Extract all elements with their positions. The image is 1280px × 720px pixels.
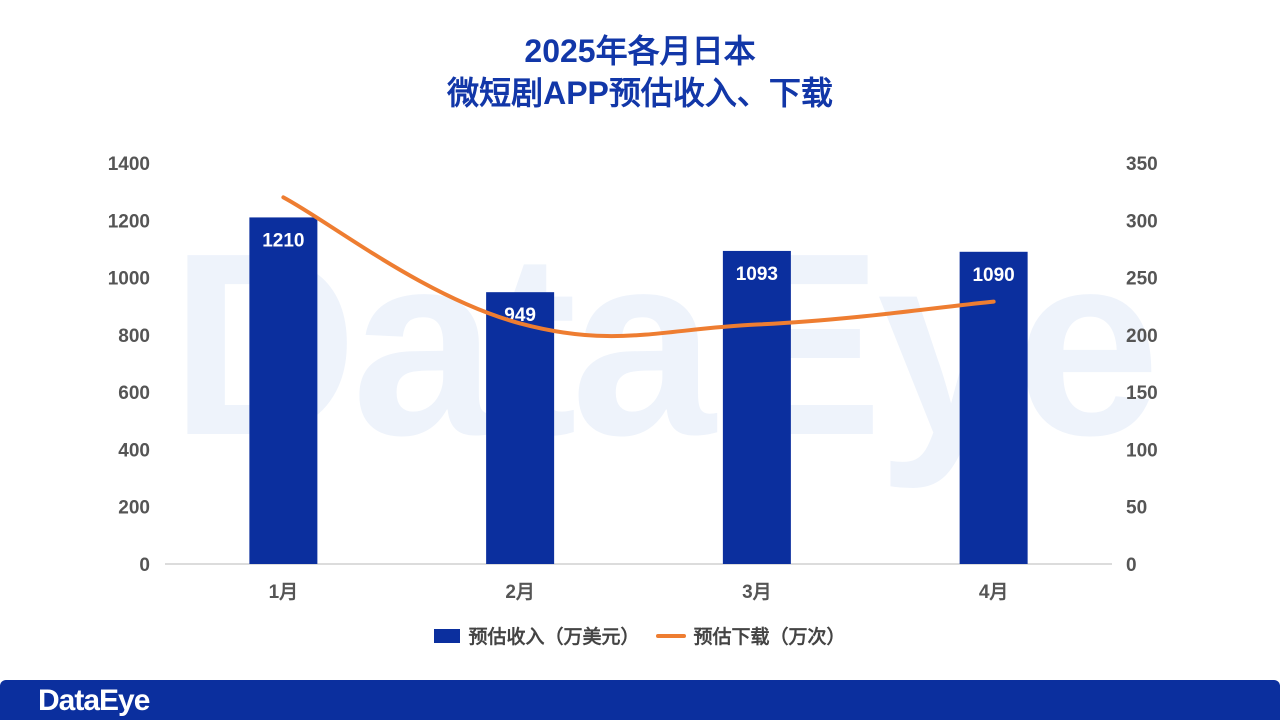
bar-3: [722, 250, 791, 564]
y-left-tick-label: 1200: [108, 211, 150, 232]
legend-swatch-bar: [434, 628, 461, 643]
y-left-tick-label: 600: [118, 383, 150, 404]
y-right-tick-label: 150: [1126, 383, 1158, 404]
chart-title-line2: 微短剧APP预估收入、下载: [447, 75, 833, 111]
legend-label-revenue: 预估收入（万美元）: [468, 627, 640, 648]
series-line-downloads: [281, 195, 996, 339]
legend-swatch-line: [655, 633, 686, 638]
y-right-tick-label: 350: [1126, 154, 1158, 175]
footer-bar: DataEye: [0, 680, 1280, 720]
legend: 预估收入（万美元） 预估下载（万次）: [0, 622, 1280, 649]
bar-2: [486, 292, 555, 564]
bar-value-label: 1090: [972, 265, 1014, 286]
chart-area: 0 200 400 600 800 1000 1200 1400 0 50 100 150 200 250…: [108, 154, 1158, 603]
bar-value-label: 1210: [262, 230, 304, 251]
chart-title-line1: 2025年各月日本: [524, 33, 756, 69]
legend-item-revenue: 预估收入（万美元）: [434, 622, 640, 649]
y-left-tick-label: 400: [118, 440, 150, 461]
y-left-tick-label: 0: [139, 555, 150, 576]
footer-logo: DataEye: [38, 684, 150, 717]
x-tick-label: 3月: [742, 582, 772, 603]
y-right-tick-label: 100: [1126, 440, 1158, 461]
bar-4: [959, 251, 1028, 565]
y-left-tick-label: 1400: [108, 154, 150, 175]
legend-item-downloads: 预估下载（万次）: [655, 622, 846, 649]
y-right-tick-label: 50: [1126, 498, 1147, 519]
y-right-tick-label: 0: [1126, 555, 1137, 576]
bar-1: [249, 217, 318, 564]
x-tick-label: 1月: [269, 582, 299, 603]
y-left-tick-label: 800: [118, 326, 150, 347]
y-right-tick-label: 300: [1126, 211, 1158, 232]
chart-title: 2025年各月日本 微短剧APP预估收入、下载: [0, 30, 1280, 114]
y-left-tick-label: 200: [118, 498, 150, 519]
y-left-tick-label: 1000: [108, 269, 150, 290]
x-tick-label: 2月: [505, 582, 535, 603]
bar-value-label: 1093: [736, 264, 778, 285]
x-tick-label: 4月: [979, 582, 1009, 603]
y-right-tick-label: 250: [1126, 269, 1158, 290]
legend-label-downloads: 预估下载（万次）: [693, 627, 846, 648]
y-right-tick-label: 200: [1126, 326, 1158, 347]
